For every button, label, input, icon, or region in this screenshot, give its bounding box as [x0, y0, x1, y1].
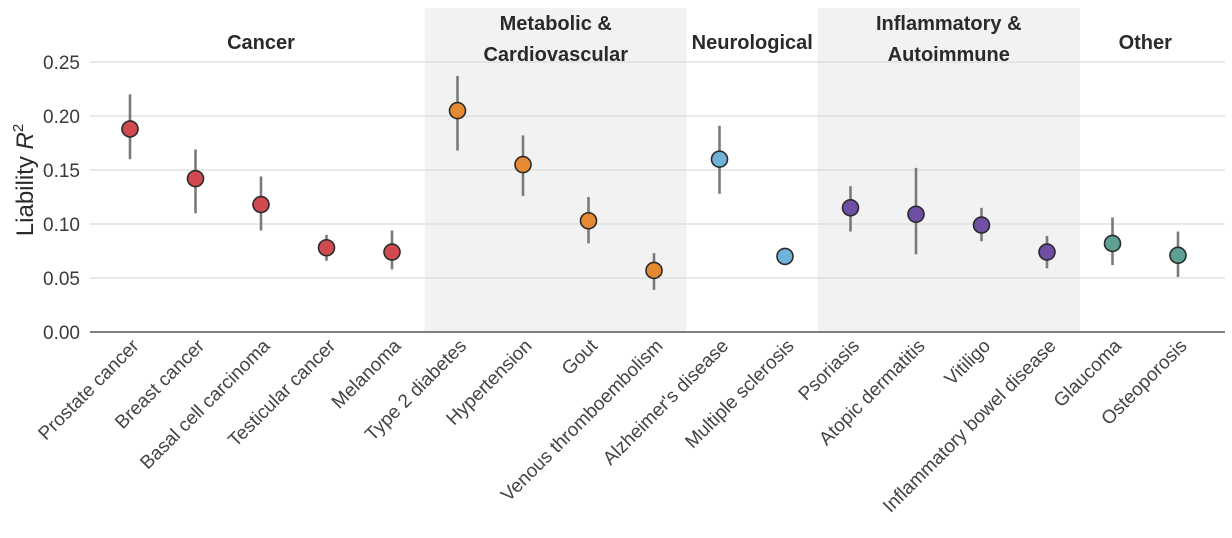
y-tick-label: 0.05	[43, 269, 80, 290]
y-tick-label: 0.20	[43, 107, 80, 128]
data-point	[252, 195, 270, 214]
data-point	[645, 261, 663, 280]
group-label: Autoimmune	[888, 44, 1010, 66]
data-point	[514, 155, 532, 174]
x-tick-label: Multiple sclerosis	[681, 336, 798, 453]
points-layer	[121, 101, 1187, 280]
group-label: Neurological	[692, 32, 813, 54]
x-tick-label: Basal cell carcinoma	[136, 335, 274, 473]
group-label: Cardiovascular	[483, 44, 628, 66]
data-point	[907, 205, 925, 224]
y-tick-label: 0.25	[43, 53, 80, 74]
group-label: Other	[1119, 32, 1173, 54]
data-point	[710, 150, 729, 168]
group-label: Inflammatory &	[876, 13, 1022, 35]
group-label: Cancer	[227, 32, 295, 54]
x-tick-label: Gout	[558, 335, 602, 379]
y-tick-labels-layer: 0.00 0.05 0.10 0.15 0.20 0.25	[43, 53, 80, 344]
data-point	[579, 211, 598, 230]
data-point	[841, 199, 860, 217]
data-point	[1103, 234, 1122, 253]
data-point	[776, 247, 794, 266]
data-point	[448, 101, 467, 120]
y-tick-label: 0.15	[43, 161, 80, 182]
group-labels-layer: Cancer Metabolic & Cardiovascular Neurologi…	[227, 13, 1172, 66]
data-point	[1169, 246, 1187, 265]
data-point	[972, 216, 991, 234]
y-tick-label: 0.00	[43, 323, 80, 344]
data-point	[186, 169, 205, 188]
y-axis-title: Liability R2	[10, 124, 39, 236]
data-point	[1038, 243, 1056, 261]
x-tick-label: Alzheimer's disease	[599, 336, 733, 470]
x-tick-label: Psoriasis	[795, 336, 864, 405]
group-label: Metabolic &	[500, 13, 612, 35]
data-point	[121, 120, 139, 138]
x-tick-label: Vitiligo	[941, 336, 995, 390]
data-point	[383, 243, 401, 261]
y-tick-label: 0.10	[43, 215, 80, 236]
data-point	[317, 238, 336, 257]
